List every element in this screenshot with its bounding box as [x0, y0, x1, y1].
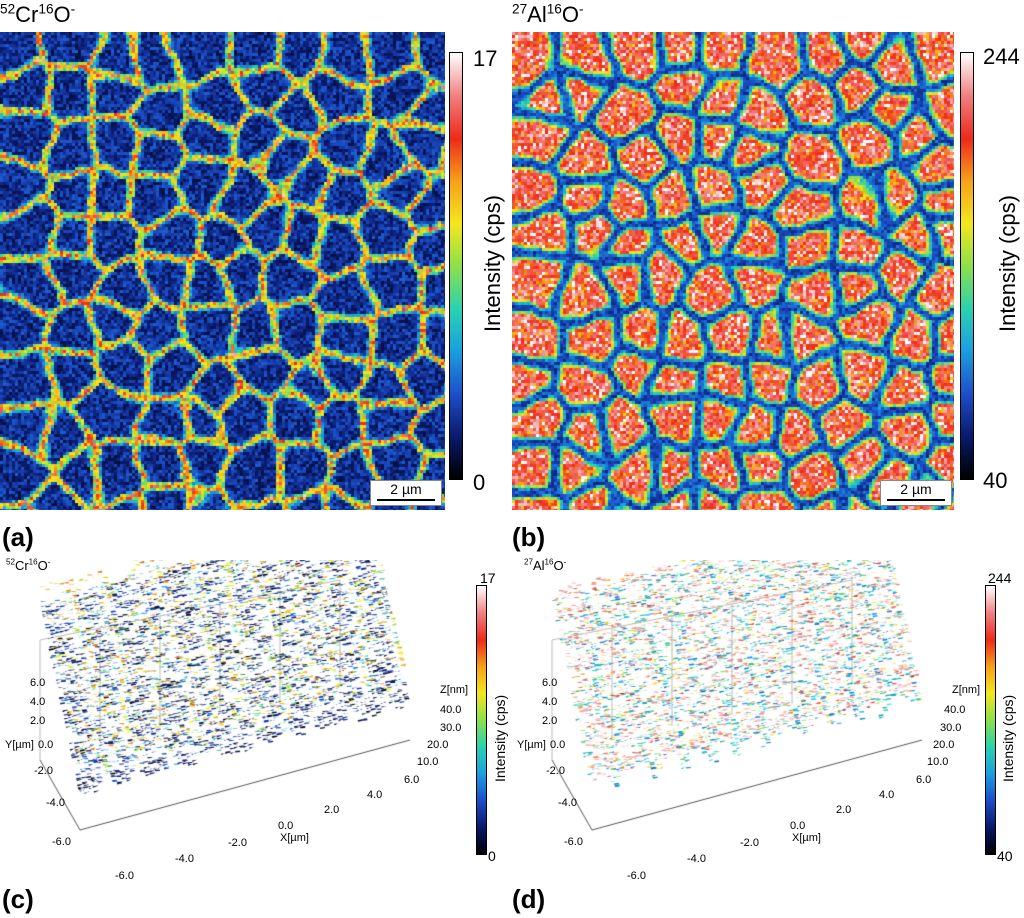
panel-a-title: 52Cr16O-: [0, 1, 76, 27]
z-tick: 10.0: [417, 756, 439, 768]
panel-c-letter: (c): [2, 884, 34, 914]
colorbar-label: Intensity (cps): [480, 195, 505, 332]
scale-bar: 2 µm: [880, 480, 952, 506]
x-tick: 4.0: [367, 789, 383, 801]
colorbar-min: 40: [983, 468, 1008, 493]
colorbar-label: Intensity (cps): [1000, 694, 1016, 782]
z-axis-label: Z[nm]: [952, 684, 981, 696]
x-tick: -6.0: [627, 870, 646, 882]
al-oxide-3d-surface: [512, 560, 952, 880]
colorbar-min: 40: [997, 848, 1013, 864]
colorbar: [449, 52, 463, 480]
scale-bar: 2 µm: [370, 480, 442, 506]
colorbar-max: 17: [473, 46, 498, 71]
z-tick: 20.0: [933, 739, 955, 751]
colorbar: [985, 585, 996, 855]
colorbar-label: Intensity (cps): [492, 694, 508, 782]
x-tick: -4.0: [175, 853, 194, 865]
z-axis-label: Z[nm]: [440, 684, 469, 696]
z-tick: 20.0: [427, 739, 449, 751]
z-tick: 40.0: [440, 704, 462, 716]
colorbar-min: 0: [473, 470, 486, 495]
x-axis-label: X[µm]: [792, 832, 821, 844]
x-tick: 2.0: [836, 804, 852, 816]
y-tick: 6.0: [30, 677, 46, 689]
colorbar: [476, 585, 487, 855]
x-tick: 0.0: [790, 820, 806, 832]
panel-b-letter: (b): [512, 522, 546, 552]
y-tick: -4.0: [558, 797, 577, 809]
x-tick: -6.0: [115, 870, 134, 882]
y-axis-label: Y[µm]: [5, 739, 34, 751]
y-tick: 0.0: [550, 739, 566, 751]
y-tick: -4.0: [46, 797, 65, 809]
y-tick: -2.0: [546, 765, 565, 777]
al-oxide-intensity-map: [512, 32, 954, 510]
x-tick: 2.0: [324, 804, 340, 816]
y-tick: -2.0: [34, 765, 53, 777]
x-tick: -2.0: [228, 837, 247, 849]
y-tick: 0.0: [38, 739, 54, 751]
x-tick: 6.0: [404, 774, 420, 786]
y-tick: -6.0: [564, 836, 583, 848]
colorbar-max: 244: [983, 44, 1020, 69]
panel-a-letter: (a): [2, 522, 34, 552]
y-tick: 6.0: [542, 677, 558, 689]
panel-d-letter: (d): [512, 884, 546, 914]
z-tick: 10.0: [927, 756, 949, 768]
y-tick: -6.0: [52, 836, 71, 848]
colorbar-min: 0: [488, 848, 496, 864]
x-tick: -2.0: [740, 837, 759, 849]
y-tick: 4.0: [542, 696, 558, 708]
y-tick: 2.0: [542, 715, 558, 727]
colorbar-max: 244: [988, 570, 1012, 586]
cr-oxide-3d-surface: [0, 560, 440, 880]
x-tick: 6.0: [916, 774, 932, 786]
cr-oxide-intensity-map: [0, 32, 445, 510]
z-tick: 30.0: [940, 722, 962, 734]
y-tick: 4.0: [30, 696, 46, 708]
panel-b-title: 27Al16O-: [512, 1, 584, 27]
colorbar-max: 17: [480, 570, 496, 586]
x-tick: 4.0: [879, 789, 895, 801]
x-tick: 0.0: [278, 820, 294, 832]
y-axis-label: Y[µm]: [517, 739, 546, 751]
x-axis-label: X[µm]: [280, 832, 309, 844]
z-tick: 30.0: [440, 722, 462, 734]
z-tick: 40.0: [944, 704, 966, 716]
colorbar: [960, 52, 974, 480]
x-tick: -4.0: [687, 853, 706, 865]
colorbar-label: Intensity (cps): [995, 195, 1020, 332]
y-tick: 2.0: [30, 715, 46, 727]
